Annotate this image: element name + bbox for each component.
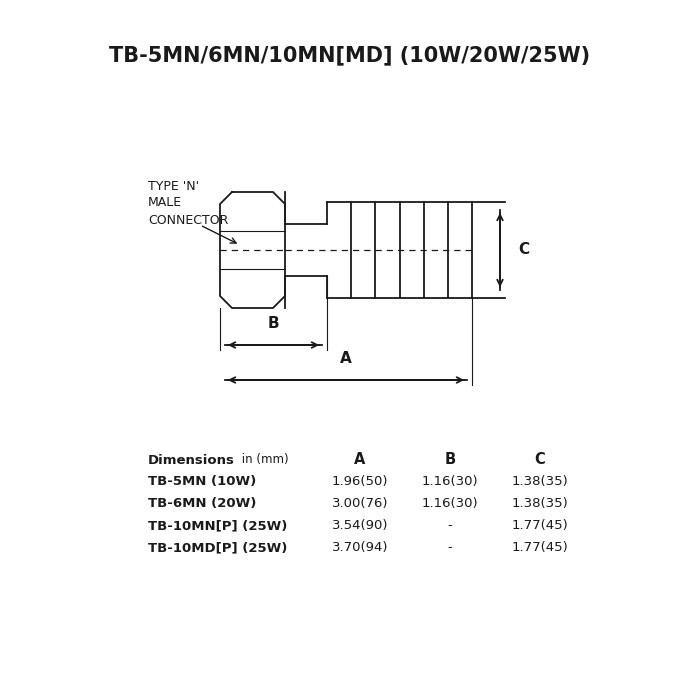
Text: 3.70(94): 3.70(94) bbox=[332, 542, 389, 554]
Text: 1.77(45): 1.77(45) bbox=[512, 542, 568, 554]
Text: -: - bbox=[447, 519, 452, 533]
Text: 1.16(30): 1.16(30) bbox=[421, 475, 478, 489]
Text: 3.54(90): 3.54(90) bbox=[332, 519, 389, 533]
Text: B: B bbox=[267, 316, 279, 331]
Text: A: A bbox=[354, 452, 365, 468]
Text: C: C bbox=[518, 242, 529, 258]
Text: 1.38(35): 1.38(35) bbox=[512, 475, 568, 489]
Text: 3.00(76): 3.00(76) bbox=[332, 498, 389, 510]
Text: C: C bbox=[535, 452, 545, 468]
Text: TYPE 'N'
MALE
CONNECTOR: TYPE 'N' MALE CONNECTOR bbox=[148, 179, 228, 227]
Text: TB-5MN (10W): TB-5MN (10W) bbox=[148, 475, 256, 489]
Text: 1.96(50): 1.96(50) bbox=[332, 475, 389, 489]
Text: TB-10MD[P] (25W): TB-10MD[P] (25W) bbox=[148, 542, 288, 554]
Text: B: B bbox=[444, 452, 456, 468]
Text: A: A bbox=[340, 351, 352, 366]
Text: -: - bbox=[447, 542, 452, 554]
Text: 1.77(45): 1.77(45) bbox=[512, 519, 568, 533]
Text: Dimensions: Dimensions bbox=[148, 454, 235, 466]
Text: in (mm): in (mm) bbox=[238, 454, 288, 466]
Text: 1.16(30): 1.16(30) bbox=[421, 498, 478, 510]
Text: TB-5MN/6MN/10MN[MD] (10W/20W/25W): TB-5MN/6MN/10MN[MD] (10W/20W/25W) bbox=[109, 45, 591, 65]
Text: 1.38(35): 1.38(35) bbox=[512, 498, 568, 510]
Text: TB-10MN[P] (25W): TB-10MN[P] (25W) bbox=[148, 519, 288, 533]
Text: TB-6MN (20W): TB-6MN (20W) bbox=[148, 498, 256, 510]
